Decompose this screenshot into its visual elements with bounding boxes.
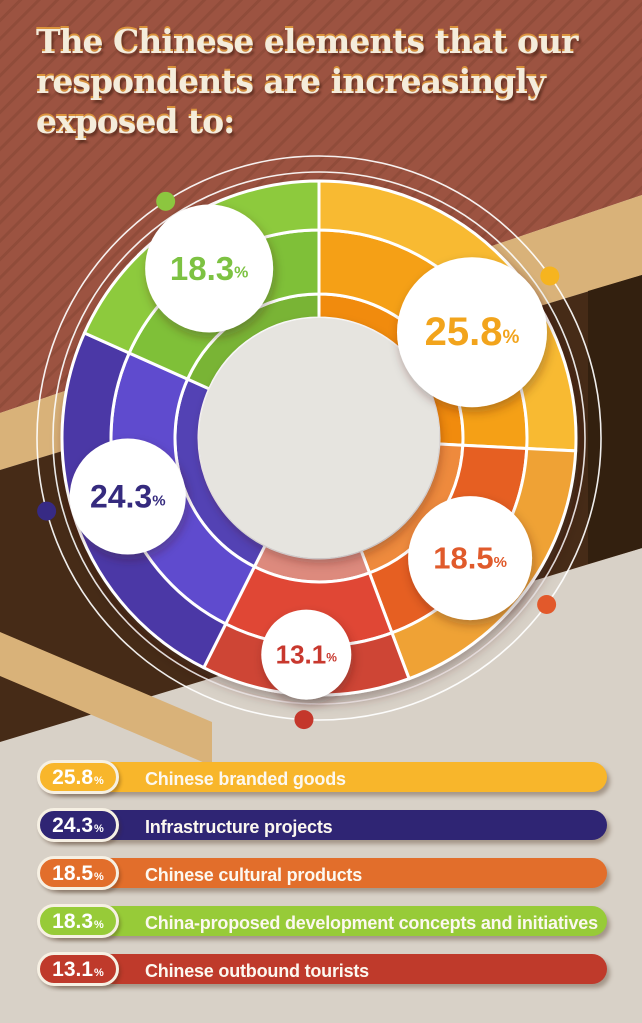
orbit-dot: [294, 710, 314, 730]
legend-value: 24.3: [52, 814, 94, 837]
legend-value-badge: 24.3 %: [37, 808, 119, 842]
legend-bar: China-proposed development concepts and …: [45, 906, 607, 936]
legend-label: Infrastructure projects: [145, 816, 333, 837]
legend: Chinese branded goods 25.8 % Infrastruct…: [37, 760, 607, 1000]
donut-hole: [199, 318, 439, 558]
legend-value: 25.8: [52, 766, 94, 789]
orbit-dot: [37, 501, 57, 521]
legend-bar: Chinese outbound tourists: [45, 954, 607, 984]
legend-value-unit: %: [94, 919, 104, 931]
value-bubble: [408, 496, 533, 621]
legend-bar: Chinese branded goods: [45, 762, 607, 792]
legend-label: China-proposed development concepts and …: [145, 912, 598, 933]
page-title: The Chinese elements that our respondent…: [36, 22, 578, 142]
page-title-line: The Chinese elements that our: [36, 22, 578, 61]
legend-value: 18.3: [52, 910, 94, 933]
orbit-dot: [540, 266, 560, 286]
legend-value-badge: 18.5 %: [37, 856, 119, 890]
page-title-line: exposed to:: [36, 102, 235, 141]
legend-row: Chinese outbound tourists 13.1 %: [37, 952, 607, 986]
legend-label: Chinese branded goods: [145, 768, 346, 789]
legend-value-badge: 25.8 %: [37, 760, 119, 794]
legend-label: Chinese outbound tourists: [145, 960, 369, 981]
exposure-donut-chart: 25.8%18.5%13.1%24.3%18.3%: [36, 155, 602, 730]
legend-value-badge: 13.1 %: [37, 952, 119, 986]
orbit-dot: [156, 191, 176, 211]
legend-value-unit: %: [94, 967, 104, 979]
legend-value-unit: %: [94, 871, 104, 883]
legend-value: 18.5: [52, 862, 94, 885]
legend-value-unit: %: [94, 775, 104, 787]
value-bubble: [261, 609, 352, 700]
orbit-circle: [52, 171, 586, 705]
legend-bar: Infrastructure projects: [45, 810, 607, 840]
bg-bottom-left-tan: [0, 632, 212, 766]
legend-value: 13.1: [52, 958, 94, 981]
orbit-circle: [36, 155, 602, 721]
legend-value-badge: 18.3 %: [37, 904, 119, 938]
legend-row: Chinese branded goods 25.8 %: [37, 760, 607, 794]
legend-row: Infrastructure projects 24.3 %: [37, 808, 607, 842]
value-bubble: [145, 204, 274, 333]
orbit-dot: [537, 594, 557, 614]
value-bubble: [69, 438, 186, 555]
legend-label: Chinese cultural products: [145, 864, 363, 885]
legend-bar: Chinese cultural products: [45, 858, 607, 888]
bg-darker-strip: [588, 275, 642, 564]
legend-row: Chinese cultural products 18.5 %: [37, 856, 607, 890]
legend-row: China-proposed development concepts and …: [37, 904, 607, 938]
value-bubble: [396, 257, 547, 408]
legend-value-unit: %: [94, 823, 104, 835]
page-title-line: respondents are increasingly: [36, 62, 546, 101]
